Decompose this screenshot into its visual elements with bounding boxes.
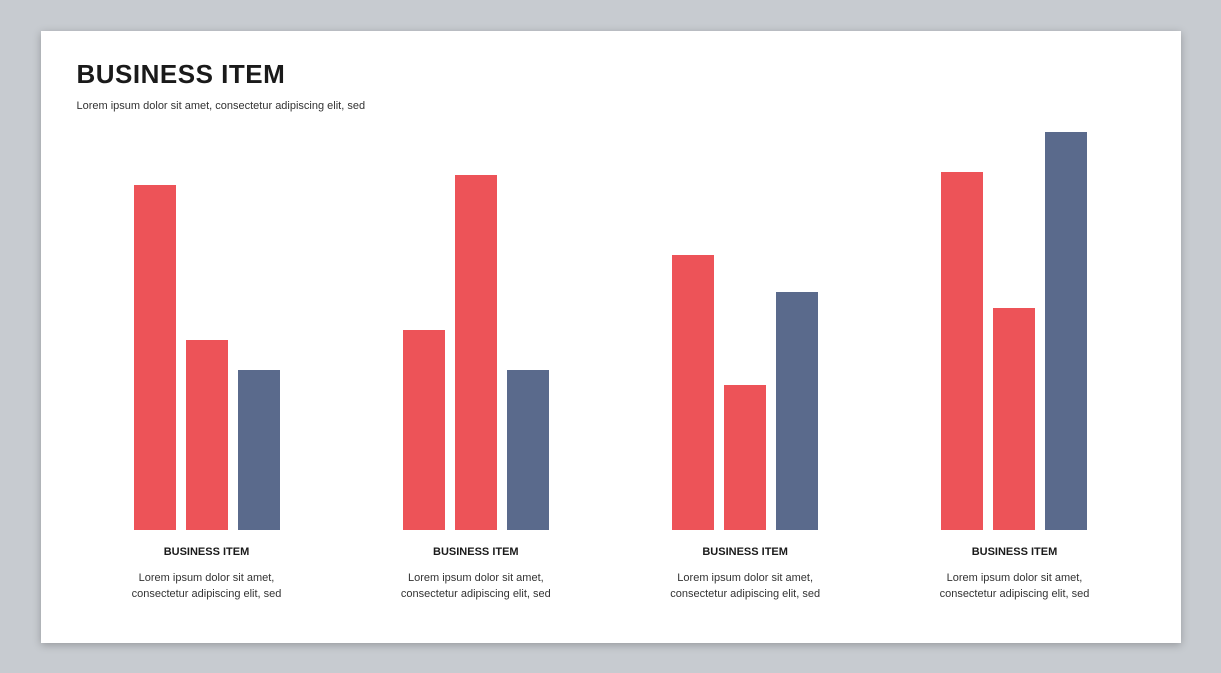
slide-container: BUSINESS ITEM Lorem ipsum dolor sit amet… bbox=[41, 31, 1181, 643]
bar-3-2 bbox=[1045, 132, 1087, 530]
bar-1-2 bbox=[507, 370, 549, 530]
chart-bars-3 bbox=[941, 130, 1087, 530]
bar-2-2 bbox=[776, 292, 818, 530]
chart-group-1: BUSINESS ITEM Lorem ipsum dolor sit amet… bbox=[356, 130, 596, 603]
chart-bars-0 bbox=[134, 130, 280, 530]
bar-2-0 bbox=[672, 255, 714, 530]
chart-desc-1: Lorem ipsum dolor sit amet, consectetur … bbox=[386, 570, 566, 603]
chart-label-1: BUSINESS ITEM bbox=[433, 546, 519, 558]
bar-0-0 bbox=[134, 185, 176, 530]
charts-row: BUSINESS ITEM Lorem ipsum dolor sit amet… bbox=[77, 130, 1145, 603]
bar-2-1 bbox=[724, 385, 766, 530]
page-subtitle: Lorem ipsum dolor sit amet, consectetur … bbox=[77, 100, 1145, 112]
chart-label-3: BUSINESS ITEM bbox=[972, 546, 1058, 558]
chart-bars-2 bbox=[672, 130, 818, 530]
bar-0-2 bbox=[238, 370, 280, 530]
page-title: BUSINESS ITEM bbox=[77, 59, 1145, 90]
chart-label-2: BUSINESS ITEM bbox=[702, 546, 788, 558]
chart-bars-1 bbox=[403, 130, 549, 530]
bar-1-0 bbox=[403, 330, 445, 530]
chart-desc-0: Lorem ipsum dolor sit amet, consectetur … bbox=[117, 570, 297, 603]
chart-group-3: BUSINESS ITEM Lorem ipsum dolor sit amet… bbox=[894, 130, 1134, 603]
bar-3-1 bbox=[993, 308, 1035, 530]
chart-label-0: BUSINESS ITEM bbox=[164, 546, 250, 558]
bar-0-1 bbox=[186, 340, 228, 530]
bar-3-0 bbox=[941, 172, 983, 530]
chart-desc-2: Lorem ipsum dolor sit amet, consectetur … bbox=[655, 570, 835, 603]
chart-group-2: BUSINESS ITEM Lorem ipsum dolor sit amet… bbox=[625, 130, 865, 603]
chart-desc-3: Lorem ipsum dolor sit amet, consectetur … bbox=[924, 570, 1104, 603]
bar-1-1 bbox=[455, 175, 497, 530]
chart-group-0: BUSINESS ITEM Lorem ipsum dolor sit amet… bbox=[87, 130, 327, 603]
